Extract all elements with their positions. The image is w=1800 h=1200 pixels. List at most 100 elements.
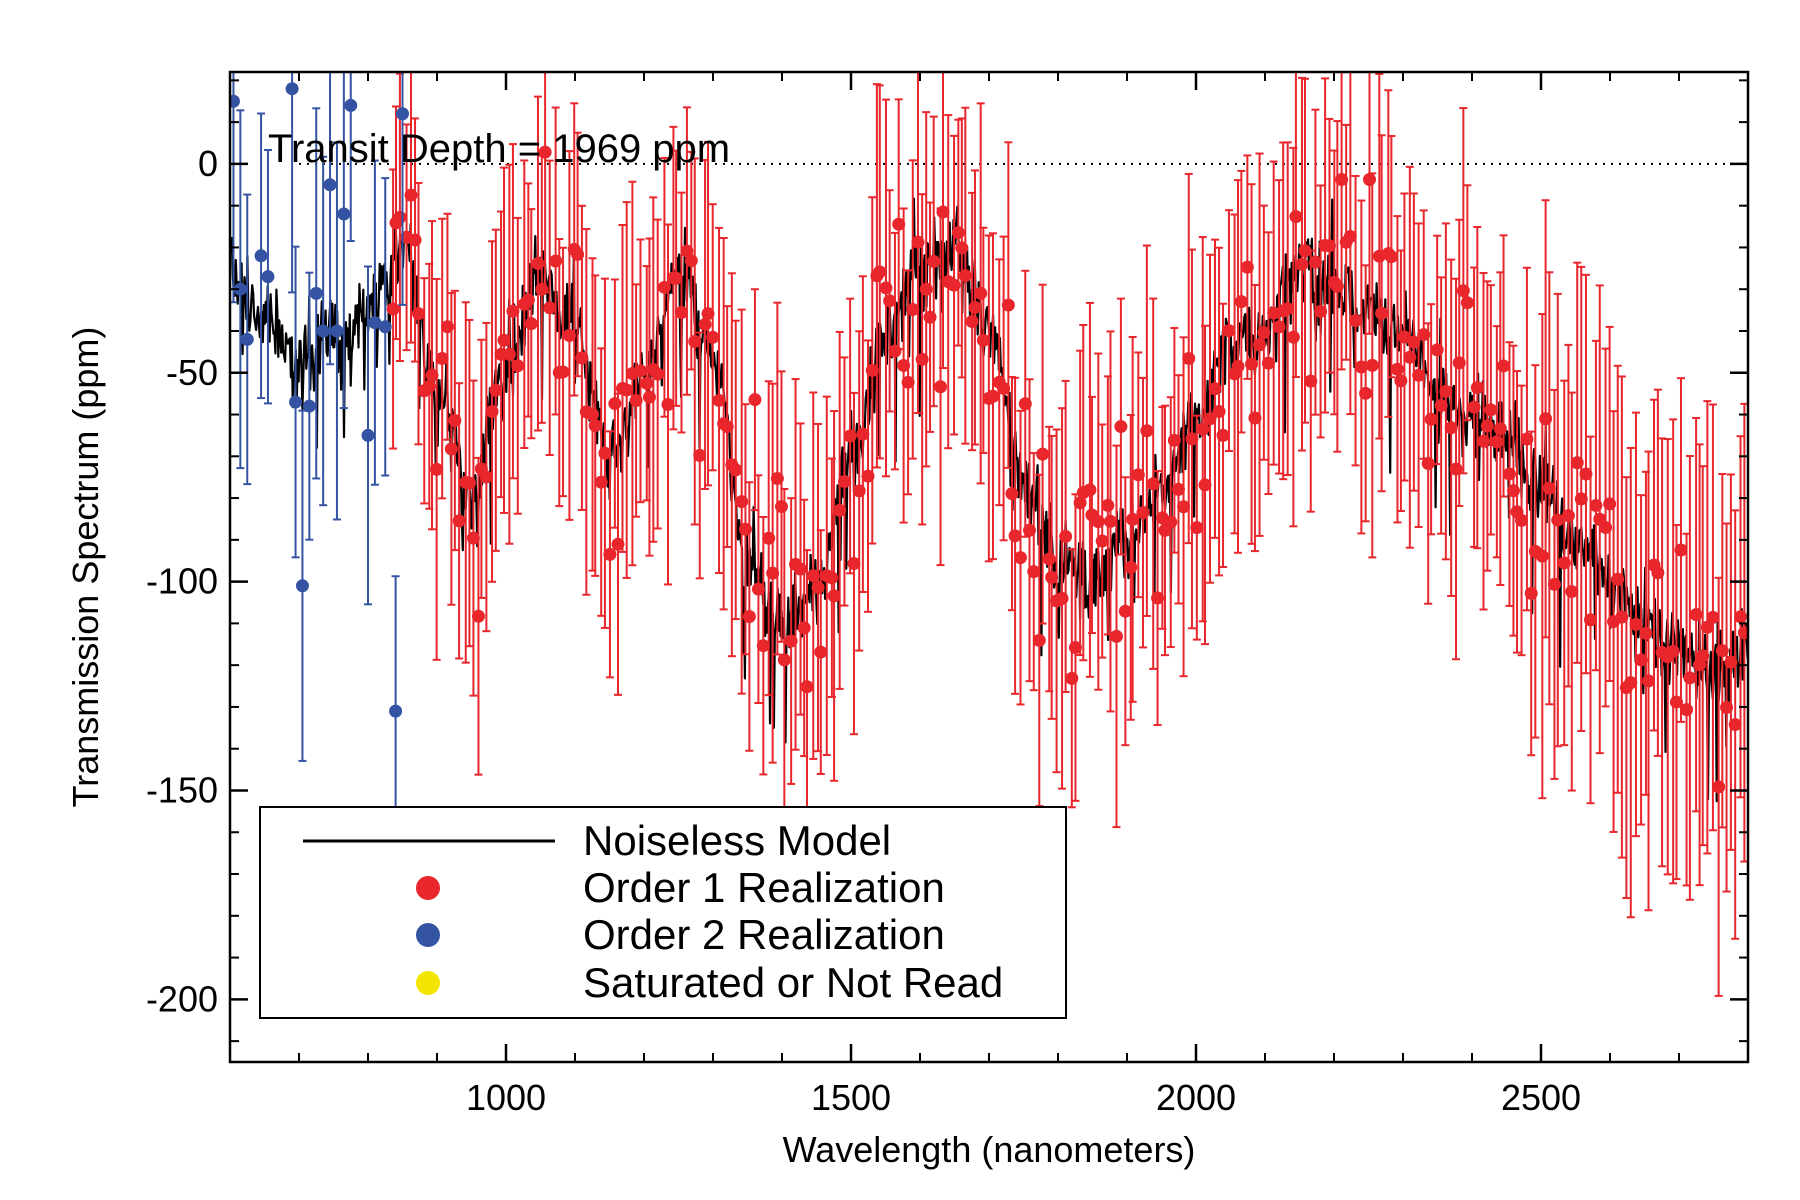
order1-point	[1700, 400, 1714, 855]
order1-point	[748, 288, 762, 512]
x-tick-label: 2500	[1501, 1077, 1581, 1118]
order1-point	[1281, 141, 1295, 477]
legend-label-saturated: Saturated or Not Read	[583, 959, 1003, 1006]
order1-point	[543, 159, 557, 457]
y-tick-label: 0	[198, 143, 218, 184]
order1-point	[827, 410, 841, 782]
order1-point	[1177, 336, 1191, 678]
order2-point	[396, 72, 409, 306]
order1-point	[1190, 414, 1204, 641]
order1-point	[471, 456, 485, 776]
order1-point	[603, 430, 617, 679]
order1-point	[1584, 435, 1598, 805]
order1-point	[1515, 384, 1529, 657]
order1-point	[766, 382, 780, 764]
order1-point	[1384, 135, 1398, 379]
order1-point	[1185, 248, 1199, 630]
order1-point	[1083, 301, 1097, 678]
order1-point	[1460, 184, 1474, 422]
order1-point	[411, 181, 425, 446]
series-order-1	[386, 72, 1748, 997]
order1-point	[1737, 402, 1748, 863]
order1-point	[784, 497, 798, 785]
order1-point	[837, 356, 851, 607]
order1-point	[430, 277, 444, 661]
order1-point	[1140, 244, 1154, 617]
order1-point	[1171, 374, 1185, 605]
order1-point	[1439, 222, 1453, 561]
order1-point	[873, 84, 887, 460]
order1-point	[669, 149, 683, 407]
legend-label-order1: Order 1 Realization	[583, 864, 945, 911]
order2-point	[295, 409, 309, 762]
legend-saturated-dot-icon	[416, 971, 440, 995]
order1-point	[1720, 522, 1734, 893]
order1-point	[1497, 234, 1511, 498]
order1-point	[1484, 284, 1498, 536]
order2-point	[337, 72, 351, 410]
order1-point	[1131, 351, 1145, 599]
order1-point	[1095, 423, 1109, 659]
x-tick-label: 1000	[466, 1077, 546, 1118]
order2-point	[330, 141, 344, 521]
order1-point	[1470, 226, 1484, 550]
order1-point	[693, 331, 707, 580]
order1-point	[674, 191, 688, 434]
order2-point	[316, 155, 330, 507]
order1-point	[1314, 184, 1328, 439]
order1-point	[847, 391, 861, 736]
order1-point	[1335, 72, 1349, 371]
order1-point	[1289, 72, 1303, 379]
order1-point	[906, 159, 920, 460]
order1-point	[934, 207, 948, 567]
order1-point	[1629, 411, 1643, 838]
order1-point	[1253, 152, 1267, 537]
y-tick-label: -100	[146, 561, 218, 602]
order1-point	[806, 391, 820, 760]
order1-point	[856, 275, 870, 594]
order2-point	[344, 72, 358, 243]
order2-point	[302, 271, 316, 541]
order1-point	[1669, 524, 1683, 881]
order1-point	[1551, 292, 1565, 748]
order1-point	[751, 474, 765, 705]
order1-point	[511, 216, 525, 515]
order1-point	[629, 283, 643, 518]
order1-point	[1013, 409, 1027, 706]
order1-point	[1257, 204, 1271, 461]
order1-point	[575, 204, 589, 511]
order1-point	[1222, 209, 1236, 453]
order1-point	[1724, 473, 1738, 851]
order1-point	[1615, 375, 1629, 859]
y-axis-label: Transmission Spectrum (ppm)	[65, 327, 106, 808]
order2-point	[368, 159, 382, 486]
order1-point	[448, 289, 462, 552]
order1-point	[701, 140, 715, 487]
legend-label-order2: Order 2 Realization	[583, 911, 945, 958]
order1-point	[1203, 253, 1217, 584]
order1-point	[1001, 141, 1015, 469]
order1-point	[1412, 222, 1426, 529]
order1-point	[1417, 209, 1431, 460]
order2-point	[378, 177, 392, 477]
order1-point	[1375, 134, 1389, 493]
order1-point	[814, 529, 828, 775]
order1-point	[1574, 265, 1588, 732]
order1-point	[588, 274, 602, 577]
order1-point	[897, 207, 911, 524]
order1-point	[1146, 297, 1160, 670]
order1-point	[620, 201, 634, 579]
order1-point	[524, 208, 538, 440]
y-tick-label: -200	[146, 978, 218, 1019]
order1-point	[706, 203, 720, 472]
order1-point	[1322, 117, 1336, 374]
order1-point	[452, 382, 466, 660]
order2-point	[289, 245, 303, 559]
y-tick-label: -150	[146, 769, 218, 810]
order1-point	[1248, 283, 1262, 553]
order1-point	[1216, 302, 1230, 569]
order1-point	[1683, 454, 1697, 901]
order1-point	[729, 319, 743, 621]
